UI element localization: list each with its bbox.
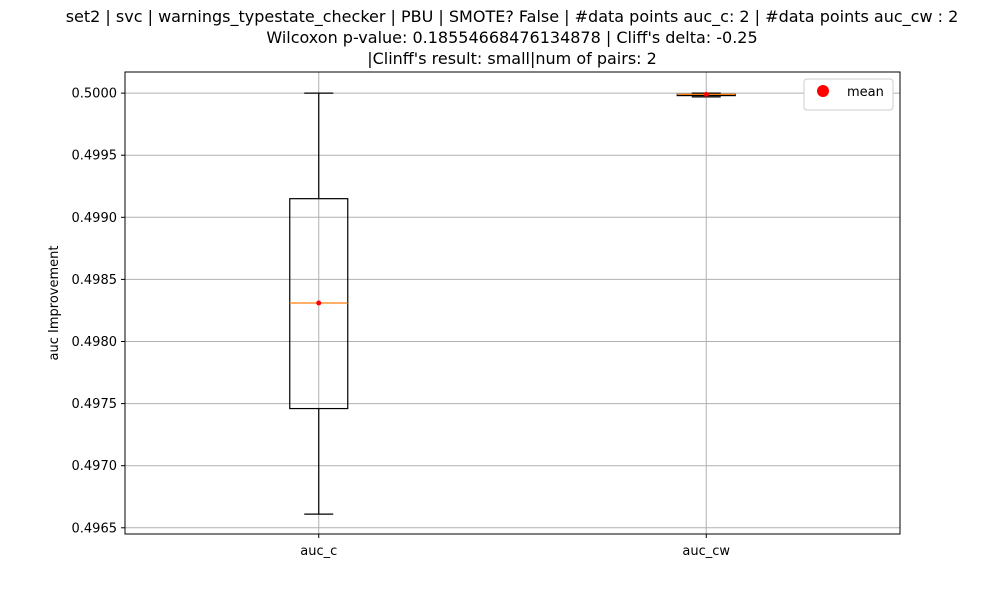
y-tick-label: 0.4970 (72, 459, 118, 474)
y-tick-label: 0.4995 (72, 149, 118, 164)
title-line-3: |Clinff's result: small|num of pairs: 2 (367, 49, 657, 68)
legend: mean (803, 78, 894, 111)
title-line-2: Wilcoxon p-value: 0.18554668476134878 | … (266, 28, 757, 47)
axes: 0.4965 0.4970 0.4975 0.4980 0.4985 0.4990 0.49… (72, 71, 901, 559)
box-auc_c (289, 92, 349, 515)
legend-mean-marker (817, 85, 829, 97)
mean-marker (316, 300, 322, 306)
x-tick-label: auc_c (300, 544, 337, 559)
y-tick-label: 0.5000 (72, 87, 118, 102)
legend-mean-label: mean (847, 85, 884, 100)
y-tick-label: 0.4965 (72, 521, 118, 536)
box-auc_cw (676, 91, 736, 98)
x-tick-label: auc_cw (682, 544, 730, 559)
y-tick-label: 0.4985 (72, 273, 118, 288)
grid (125, 72, 900, 534)
mean-marker (703, 91, 709, 97)
box-body (289, 198, 349, 410)
y-tick-label: 0.4990 (72, 211, 118, 226)
boxes (289, 91, 736, 515)
title-line-1: set2 | svc | warnings_typestate_checker … (66, 7, 959, 27)
plot-frame (124, 71, 901, 535)
chart-title: set2 | svc | warnings_typestate_checker … (66, 7, 959, 68)
y-tick-label: 0.4980 (72, 335, 118, 350)
y-tick-label: 0.4975 (72, 397, 118, 412)
y-axis-label: auc Improvement (47, 246, 62, 361)
